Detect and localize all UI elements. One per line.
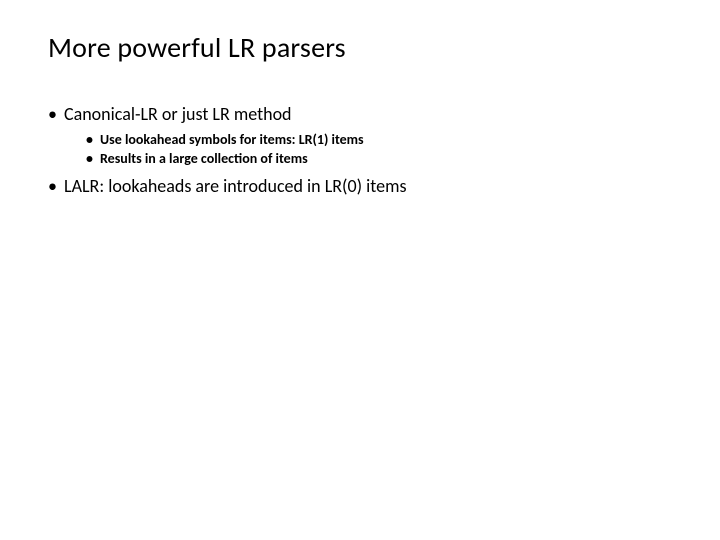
bullet-text: Canonical-LR or just LR method — [64, 103, 292, 125]
list-item: Use lookahead symbols for items: LR(1) i… — [86, 131, 672, 148]
bullet-list-level-2: Use lookahead symbols for items: LR(1) i… — [64, 131, 672, 167]
bullet-text: Use lookahead symbols for items: LR(1) i… — [100, 131, 364, 148]
bullet-text: Results in a large collection of items — [100, 150, 308, 167]
list-item: LALR: lookaheads are introduced in LR(0)… — [48, 175, 672, 197]
list-item: Canonical-LR or just LR method Use looka… — [48, 103, 672, 167]
list-item: Results in a large collection of items — [86, 150, 672, 167]
slide-title: More powerful LR parsers — [48, 30, 672, 65]
bullet-text: LALR: lookaheads are introduced in LR(0)… — [64, 175, 407, 197]
bullet-list-level-1: Canonical-LR or just LR method Use looka… — [48, 103, 672, 197]
